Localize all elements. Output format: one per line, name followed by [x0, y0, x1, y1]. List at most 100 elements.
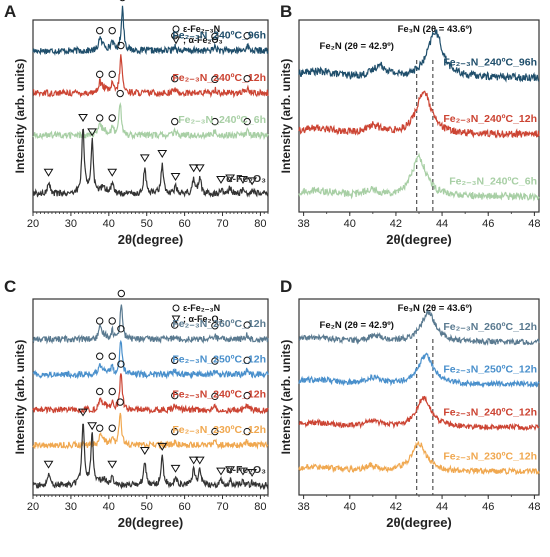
- series-line: [32, 128, 269, 198]
- y-axis-label: Intensity (arb. units): [13, 340, 27, 455]
- series-label: α-Fe₂O₃: [226, 173, 266, 185]
- legend-label: ε-Fe₂₋₃N: [183, 303, 220, 313]
- peak-marker-circle: [243, 356, 251, 365]
- peak-marker-triangle: [87, 422, 98, 431]
- series-line: [32, 412, 269, 450]
- peak-marker-circle: [119, 0, 126, 2]
- x-tick-label: 38: [297, 218, 309, 230]
- peak-marker-circle: [108, 70, 116, 79]
- x-tick-label: 38: [297, 501, 309, 513]
- legend-circle-marker: [172, 25, 180, 33]
- series-line: [298, 309, 540, 346]
- x-axis-label: 2θ(degree): [386, 232, 452, 247]
- peak-marker-circle: [96, 317, 104, 325]
- peak-marker-circle: [211, 75, 219, 84]
- x-tick-label: 80: [254, 218, 266, 230]
- peak-marker-circle: [108, 352, 116, 360]
- x-tick-label: 70: [216, 218, 228, 230]
- peak-marker-triangle: [216, 467, 226, 476]
- peak-marker-circle: [108, 317, 116, 325]
- peak-marker-triangle: [170, 173, 181, 182]
- peak-marker-triangle: [43, 168, 54, 177]
- reference-line-label: Fe₃N (2θ = 43.6º): [398, 303, 473, 314]
- peak-marker-circle: [211, 322, 219, 330]
- series-line: [298, 90, 540, 139]
- series-line: [32, 339, 269, 380]
- series-label: Fe₂₋₃N_240ºC_6h: [449, 176, 537, 188]
- peak-marker-circle: [108, 114, 116, 122]
- chart-panel-c: 20 30 40 50 60 70 80 2θ(degree) Intensity (arb. …: [13, 289, 269, 530]
- peak-marker-circle: [171, 427, 179, 436]
- legend-triangle-marker: [171, 315, 181, 324]
- series-label: Fe₂₋₃N_240ºC_6h: [178, 114, 266, 126]
- peak-marker-triangle: [225, 466, 235, 475]
- series-line: [32, 423, 269, 491]
- peak-marker-triangle: [78, 408, 88, 417]
- y-axis-label: Intensity (arb. units): [13, 59, 27, 174]
- peak-marker-circle: [211, 392, 219, 401]
- peak-marker-circle: [171, 391, 179, 400]
- reference-line-label: Fe₂N (2θ = 42.9º): [320, 320, 394, 331]
- peak-marker-circle: [117, 289, 126, 298]
- panel-letter-c: C: [4, 277, 17, 296]
- peak-marker-circle: [171, 356, 179, 365]
- peak-marker-circle: [243, 117, 251, 126]
- series-label: α-Fe₂O₃: [226, 464, 266, 476]
- peak-marker-triangle: [238, 467, 248, 476]
- legend-label: ε-Fe₂₋₃N: [183, 24, 220, 34]
- x-tick-label: 48: [528, 218, 540, 230]
- legend-circle-marker: [172, 304, 180, 312]
- series-line: [32, 373, 269, 415]
- legend-triangle-marker: [171, 36, 181, 45]
- y-axis-label: Intensity (arb. units): [279, 59, 293, 174]
- peak-marker-triangle: [157, 442, 168, 451]
- peak-marker-circle: [243, 391, 251, 400]
- series-line: [298, 152, 540, 202]
- x-tick-label: 20: [27, 501, 39, 513]
- series-label: Fe₂₋₃N_260ºC_12h: [443, 321, 537, 333]
- peak-marker-circle: [211, 427, 219, 436]
- x-axis-label: 2θ(degree): [386, 515, 452, 530]
- x-tick-label: 44: [436, 218, 448, 230]
- peak-marker-triangle: [87, 128, 98, 137]
- series-line: [32, 101, 269, 141]
- legend-label: ; α-Fe₂O₃: [183, 314, 223, 324]
- peak-marker-circle: [108, 387, 116, 396]
- panel-letter-d: D: [280, 277, 293, 296]
- chart-panel-b: 38 40 42 44 46 48 2θ(degree) Intensity (arb. un…: [279, 19, 541, 247]
- peak-marker-triangle: [194, 456, 205, 465]
- peak-marker-circle: [243, 31, 251, 40]
- x-tick-label: 40: [344, 501, 356, 513]
- series-line: [298, 441, 540, 476]
- series-label: Fe₂₋₃N_230ºC_12h: [443, 450, 537, 462]
- peak-marker-triangle: [188, 164, 199, 173]
- peak-marker-triangle: [216, 175, 226, 184]
- peak-marker-circle: [96, 387, 104, 396]
- peak-marker-triangle: [188, 456, 199, 465]
- peak-marker-circle: [117, 41, 125, 50]
- x-tick-label: 60: [178, 501, 190, 513]
- x-tick-label: 70: [216, 501, 228, 513]
- reference-line-label: Fe₃N (2θ = 43.6º): [398, 24, 473, 35]
- series-label: Fe₂₋₃N_240ºC_12h: [443, 113, 537, 125]
- peak-marker-triangle: [78, 114, 88, 122]
- reference-line-label: Fe₂N (2θ = 42.9º): [320, 41, 394, 52]
- x-tick-label: 40: [344, 218, 356, 230]
- peak-marker-circle: [96, 26, 104, 35]
- x-tick-label: 42: [390, 218, 402, 230]
- chart-panel-a: 20 30 40 50 60 70 80 2θ(degree) Intensity (arb. …: [13, 0, 269, 247]
- peak-marker-circle: [108, 26, 116, 35]
- x-tick-label: 60: [178, 218, 190, 230]
- peak-marker-circle: [171, 74, 179, 83]
- x-tick-label: 40: [103, 501, 115, 513]
- series-line: [32, 54, 269, 99]
- series-line: [298, 395, 540, 432]
- peak-marker-triangle: [238, 175, 248, 184]
- chart-panel-d: 38 40 42 44 46 48 2θ(degree) Intensity (arb. un…: [279, 298, 541, 530]
- peak-marker-circle: [96, 424, 104, 432]
- peak-marker-circle: [211, 117, 219, 126]
- peak-marker-circle: [117, 360, 125, 368]
- series-line: [298, 29, 540, 83]
- y-axis-label: Intensity (arb. units): [279, 340, 293, 455]
